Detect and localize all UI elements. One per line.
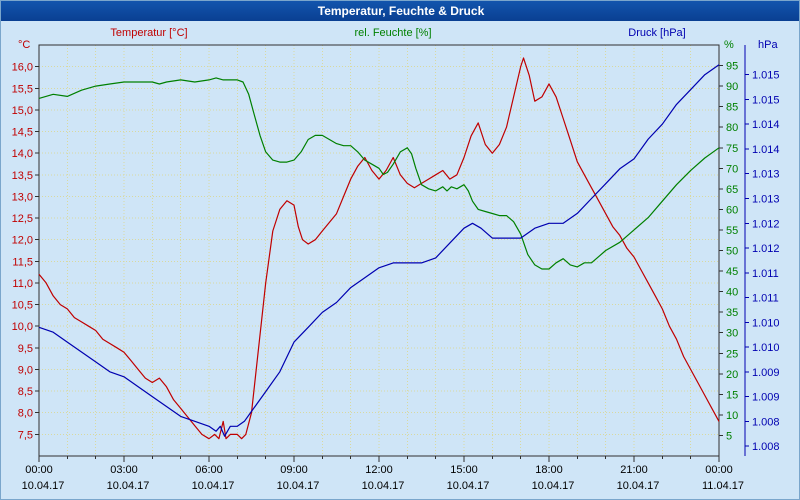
humidity-tick-label: 65 [726, 184, 738, 196]
pressure-tick-label: 1.013 [752, 194, 780, 206]
humidity-line [38, 77, 720, 270]
humidity-tick-label: 40 [726, 287, 738, 299]
pressure-tick-label: 1.009 [752, 392, 780, 404]
x-date-label: 10.04.17 [617, 480, 660, 492]
temp-tick-label: 10,0 [12, 321, 33, 333]
humidity-tick-label: 35 [726, 307, 738, 319]
pressure-tick-label: 1.009 [752, 367, 780, 379]
x-time-label: 06:00 [195, 464, 223, 476]
humidity-tick-label: 85 [726, 102, 738, 114]
humidity-tick-label: 30 [726, 328, 738, 340]
temp-tick-label: 13,0 [12, 191, 33, 203]
temp-tick-label: 11,0 [12, 278, 33, 290]
humidity-tick-label: 75 [726, 143, 738, 155]
x-time-label: 00:00 [705, 464, 733, 476]
pressure-tick-label: 1.008 [752, 441, 780, 453]
humidity-tick-label: 45 [726, 266, 738, 278]
chart-svg: 16,0 15,5 15,0 14,5 14,0 13,5 13,0 12,5 12,0 11,5… [12, 44, 780, 492]
x-time-label: 09:00 [280, 464, 308, 476]
pressure-tick-label: 1.010 [752, 342, 780, 354]
humidity-axis-unit-label: % [724, 39, 734, 51]
temp-tick-label: 9,0 [18, 364, 33, 376]
pressure-tick-label: 1.015 [752, 70, 780, 82]
humidity-tick-label: 60 [726, 204, 738, 216]
temp-tick-label: 8,0 [18, 408, 33, 420]
pressure-tick-label: 1.012 [752, 243, 780, 255]
x-time-label: 15:00 [450, 464, 478, 476]
x-date-label: 10.04.17 [447, 480, 490, 492]
pressure-tick-label: 1.008 [752, 416, 780, 428]
x-date-label: 10.04.17 [192, 480, 235, 492]
x-date-label: 10.04.17 [362, 480, 405, 492]
temp-tick-label: 14,0 [12, 148, 33, 160]
temp-tick-label: 16,0 [12, 62, 33, 74]
legend-temperature: Temperatur [°C] [110, 27, 188, 39]
pressure-tick-label: 1.014 [752, 119, 780, 131]
humidity-tick-label: 10 [726, 410, 738, 422]
pressure-tick-label: 1.015 [752, 94, 780, 106]
humidity-tick-label: 25 [726, 348, 738, 360]
x-date-label: 10.04.17 [277, 480, 320, 492]
humidity-tick-label: 15 [726, 389, 738, 401]
temp-axis-unit-label: °C [18, 39, 31, 51]
pressure-axis-unit-label: hPa [758, 39, 778, 51]
humidity-tick-label: 95 [726, 61, 738, 73]
x-date-label: 11.04.17 [702, 480, 744, 492]
temperature-line [38, 57, 720, 440]
humidity-tick-label: 80 [726, 122, 738, 134]
x-time-label: 00:00 [25, 464, 53, 476]
humidity-tick-label: 50 [726, 246, 738, 258]
x-date-label: 10.04.17 [107, 480, 150, 492]
temp-tick-label: 10,5 [12, 300, 33, 312]
window-title: Temperatur, Feuchte & Druck [1, 1, 799, 21]
humidity-tick-label: 90 [726, 81, 738, 93]
legend-pressure: Druck [hPa] [628, 27, 686, 39]
plot-border [38, 44, 720, 457]
temp-tick-label: 9,5 [18, 343, 33, 355]
temp-tick-label: 15,5 [12, 83, 33, 95]
x-time-label: 18:00 [535, 464, 563, 476]
x-time-label: 03:00 [110, 464, 138, 476]
temp-tick-label: 12,5 [12, 213, 33, 225]
humidity-tick-label: 70 [726, 163, 738, 175]
humidity-tick-label: 20 [726, 369, 738, 381]
x-date-label: 10.04.17 [22, 480, 65, 492]
x-time-label: 21:00 [620, 464, 648, 476]
temp-tick-label: 12,0 [12, 235, 33, 247]
temp-tick-label: 15,0 [12, 105, 33, 117]
pressure-tick-label: 1.014 [752, 144, 780, 156]
pressure-tick-label: 1.013 [752, 169, 780, 181]
temp-tick-label: 13,5 [12, 170, 33, 182]
humidity-tick-label: 55 [726, 225, 738, 237]
x-date-label: 10.04.17 [532, 480, 575, 492]
pressure-line [38, 64, 720, 437]
temp-tick-label: 14,5 [12, 127, 33, 139]
legend-humidity: rel. Feuchte [%] [354, 27, 432, 39]
pressure-tick-label: 1.012 [752, 218, 780, 230]
x-time-label: 12:00 [365, 464, 393, 476]
temp-tick-label: 8,5 [18, 386, 33, 398]
temp-tick-label: 11,5 [12, 256, 33, 268]
humidity-tick-label: 5 [726, 430, 732, 442]
pressure-tick-label: 1.011 [752, 293, 779, 305]
temp-tick-label: 7,5 [18, 429, 33, 441]
pressure-tick-label: 1.011 [752, 268, 779, 280]
pressure-tick-label: 1.010 [752, 317, 780, 329]
